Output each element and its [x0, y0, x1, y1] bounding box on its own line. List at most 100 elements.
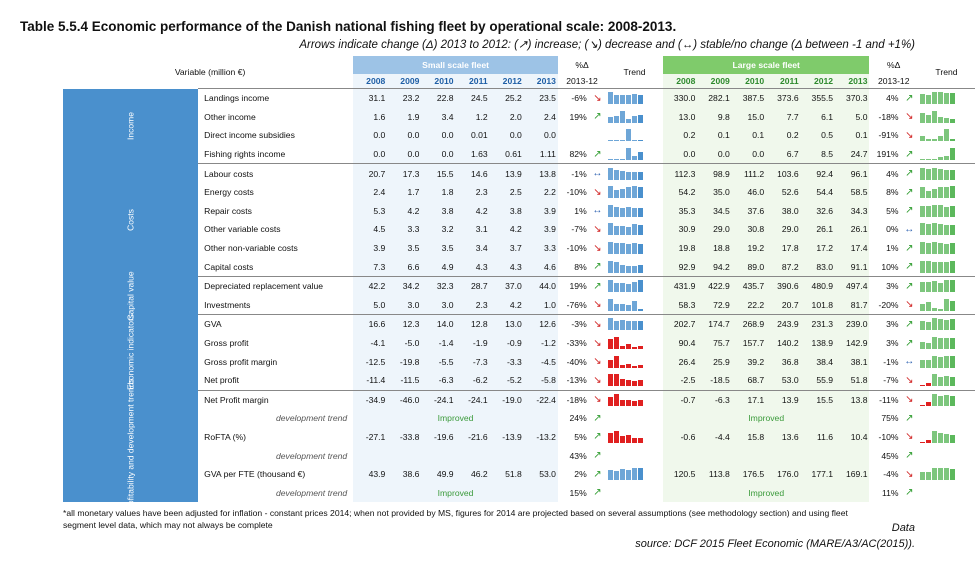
- small-value: -1.9: [455, 333, 490, 353]
- sparkline-bar: [638, 95, 644, 105]
- small-arrow: ↔: [588, 163, 607, 183]
- small-value: 24.5: [455, 87, 490, 108]
- small-pct-change: -18%: [557, 389, 589, 410]
- trend-empty: [606, 483, 663, 502]
- sparkline-bar: [931, 337, 937, 350]
- sparkline-bar: [638, 152, 644, 161]
- small-value: 23.5: [523, 87, 558, 108]
- sparkline-bar: [632, 156, 638, 161]
- sparkline-bar: [614, 261, 620, 273]
- small-pct-change: 43%: [569, 450, 587, 461]
- header-variable: Variable (million €): [174, 67, 246, 77]
- large-pct-change: 8%: [886, 187, 899, 198]
- small-value: 5.3: [353, 201, 388, 221]
- small-value: 0.0: [353, 126, 388, 145]
- sparkline-bar: [614, 393, 620, 406]
- small-value: 20.7: [353, 163, 388, 183]
- sparkline-bar: [943, 261, 949, 273]
- sparkline: [608, 92, 661, 105]
- sparkline: [919, 374, 973, 387]
- sparkline-bar: [919, 385, 925, 387]
- large-value: 169.1: [835, 464, 870, 484]
- sparkline-bar: [943, 156, 949, 161]
- small-value: 3.2: [421, 220, 456, 239]
- sparkline-bar: [614, 206, 620, 217]
- sparkline-bar: [614, 283, 620, 293]
- row-label: Repair costs: [204, 205, 252, 216]
- sparkline-bar: [626, 284, 632, 293]
- small-arrow: ↘: [593, 223, 602, 235]
- sparkline-bar: [620, 226, 626, 236]
- sparkline-bar: [608, 374, 614, 387]
- header-large-scale: Large scale fleet: [662, 56, 870, 74]
- sparkline-bar: [626, 129, 632, 142]
- small-arrow: ↘: [593, 299, 602, 311]
- large-value: 94.2: [697, 257, 732, 277]
- large-value: 20.7: [766, 295, 801, 315]
- sparkline-bar: [919, 242, 925, 255]
- header-pct: %Δ: [575, 60, 589, 70]
- sparkline-bar: [931, 355, 937, 368]
- small-value: 1.63: [455, 144, 490, 164]
- large-arrow: ↗: [905, 450, 914, 462]
- sparkline-bar: [925, 95, 931, 105]
- table-row: Costs Labour costs 20.7 17.3 15.5 14.6 13.9 13.…: [63, 163, 975, 277]
- small-pct-change: -6%: [557, 87, 589, 108]
- sparkline-bar: [626, 118, 632, 123]
- large-value: 13.0: [662, 107, 698, 127]
- large-value: 54.2: [662, 182, 698, 202]
- large-value: 0.1: [697, 126, 732, 145]
- large-value: 51.8: [835, 370, 870, 390]
- small-arrow: ↗: [593, 412, 602, 424]
- large-value: 72.9: [697, 295, 732, 315]
- sparkline: [608, 430, 661, 443]
- large-pct-change: 1%: [886, 243, 899, 254]
- sparkline-bar: [919, 441, 925, 443]
- large-value: 58.5: [835, 182, 870, 202]
- large-pct-change: 3%: [886, 338, 899, 349]
- table-row: Gross profit margin -12.5 -19.8 -5.5 -7.3 -3.…: [63, 352, 975, 371]
- trend-sparkline: [918, 183, 975, 202]
- small-value: 0.61: [489, 144, 524, 164]
- small-value: 1.9: [387, 107, 422, 127]
- large-arrow: ↗: [905, 487, 914, 499]
- small-pct-change: 2%: [574, 469, 587, 480]
- large-pct-change: -18%: [878, 111, 899, 122]
- large-value: 35.0: [697, 182, 732, 202]
- small-value: -5.0: [387, 333, 422, 353]
- large-value: 68.7: [731, 370, 767, 390]
- sparkline-bar: [638, 187, 644, 199]
- small-value: -46.0: [387, 389, 422, 410]
- sparkline-bar: [949, 395, 955, 406]
- table-row: Profitability and development trends Net …: [63, 378, 975, 514]
- page-title: Table 5.5.4 Economic performance of the …: [20, 19, 677, 34]
- small-value: 15.5: [421, 163, 456, 183]
- trend-sparkline: [918, 220, 975, 239]
- small-value: 3.5: [421, 238, 456, 258]
- small-value: 1.0: [523, 295, 558, 315]
- large-value: 34.3: [835, 201, 870, 221]
- year-header: 2013: [523, 74, 558, 89]
- sparkline-bar: [608, 116, 614, 123]
- sparkline-bar: [614, 159, 620, 161]
- small-arrow: ↔: [592, 205, 603, 217]
- small-value: 49.9: [421, 464, 456, 484]
- large-value: 37.6: [731, 201, 767, 221]
- small-value: 1.7: [387, 182, 422, 202]
- sparkline: [919, 430, 973, 443]
- small-value: 0.0: [421, 126, 456, 145]
- small-value: 13.0: [489, 314, 524, 334]
- sparkline-bar: [608, 260, 614, 273]
- sparkline: [919, 355, 973, 368]
- trend-sparkline: [606, 389, 663, 410]
- sparkline: [608, 242, 661, 255]
- small-value: 13.9: [489, 163, 524, 183]
- sparkline: [919, 298, 973, 311]
- large-value: 387.5: [731, 87, 767, 108]
- trend-sparkline: [606, 126, 663, 145]
- small-value: -4.5: [523, 352, 558, 371]
- sparkline-bar: [931, 393, 937, 406]
- sparkline-bar: [949, 300, 955, 311]
- large-pct-change: 3%: [869, 275, 901, 296]
- sparkline-bar: [925, 343, 931, 350]
